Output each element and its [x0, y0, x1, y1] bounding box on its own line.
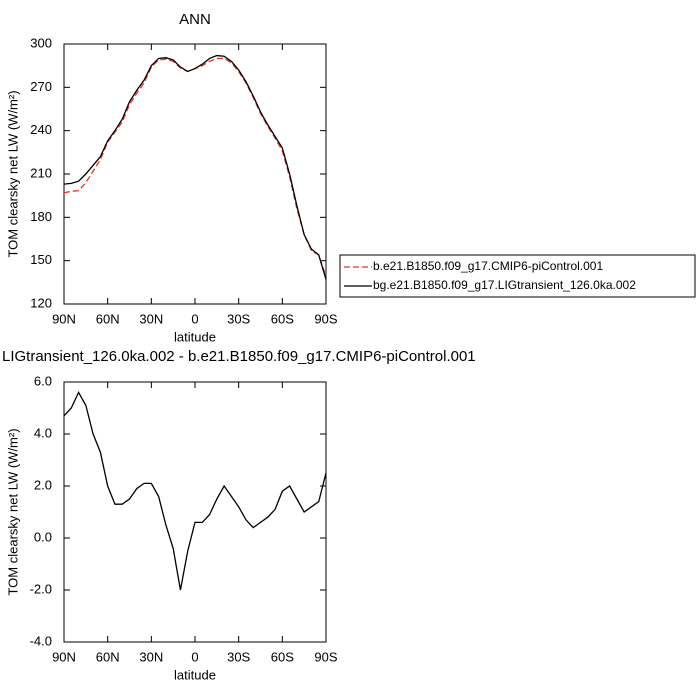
plot-frame	[63, 43, 327, 305]
y-tick-label: 150	[30, 252, 52, 267]
series-line	[63, 54, 327, 280]
legend-box	[339, 254, 696, 298]
x-tick-label: 60S	[271, 649, 294, 664]
x-axis-label: latitude	[174, 667, 216, 682]
x-tick-label: 30S	[227, 311, 250, 326]
y-axis-label: TOM clearsky net LW (W/m²)	[5, 428, 20, 595]
x-tick-label: 60N	[96, 311, 120, 326]
y-tick-label: 4.0	[34, 425, 52, 440]
x-tick-label: 90N	[52, 311, 76, 326]
series-line	[63, 390, 327, 591]
x-tick-label: 30N	[139, 649, 163, 664]
y-tick-label: -4.0	[30, 633, 52, 648]
y-tick-label: -2.0	[30, 581, 52, 596]
chart-title: LIGtransient_126.0ka.002 - b.e21.B1850.f…	[2, 348, 476, 365]
x-tick-label: 0	[191, 311, 198, 326]
y-tick-label: 270	[30, 79, 52, 94]
x-tick-label: 0	[191, 649, 198, 664]
x-tick-label: 60N	[96, 649, 120, 664]
y-tick-label: 210	[30, 165, 52, 180]
legend-label: bg.e21.B1850.f09_g17.LIGtransient_126.0k…	[373, 278, 636, 292]
x-tick-label: 90S	[314, 311, 337, 326]
y-tick-label: 180	[30, 209, 52, 224]
y-tick-label: 240	[30, 122, 52, 137]
x-tick-label: 60S	[271, 311, 294, 326]
y-tick-label: 6.0	[34, 373, 52, 388]
series-line	[63, 57, 327, 277]
x-tick-label: 90N	[52, 649, 76, 664]
chart-title: ANN	[179, 11, 211, 28]
y-tick-label: 0.0	[34, 529, 52, 544]
y-tick-label: 2.0	[34, 477, 52, 492]
x-tick-label: 30N	[139, 311, 163, 326]
y-tick-label: 120	[30, 295, 52, 310]
x-tick-label: 90S	[314, 649, 337, 664]
plot-frame	[63, 381, 327, 643]
legend-label: b.e21.B1850.f09_g17.CMIP6-piControl.001	[373, 259, 603, 273]
x-tick-label: 30S	[227, 649, 250, 664]
y-tick-label: 300	[30, 35, 52, 50]
y-axis-label: TOM clearsky net LW (W/m²)	[5, 90, 20, 257]
x-axis-label: latitude	[174, 329, 216, 344]
